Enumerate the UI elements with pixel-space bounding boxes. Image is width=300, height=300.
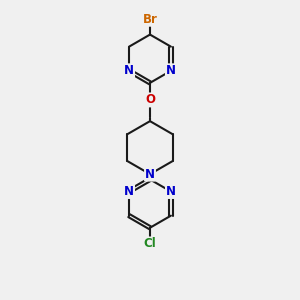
- Text: N: N: [145, 168, 155, 181]
- Text: O: O: [145, 93, 155, 106]
- Text: N: N: [124, 185, 134, 198]
- Text: N: N: [166, 185, 176, 198]
- Text: Cl: Cl: [144, 237, 156, 250]
- Text: Br: Br: [142, 13, 158, 26]
- Text: N: N: [166, 64, 176, 77]
- Text: N: N: [124, 64, 134, 77]
